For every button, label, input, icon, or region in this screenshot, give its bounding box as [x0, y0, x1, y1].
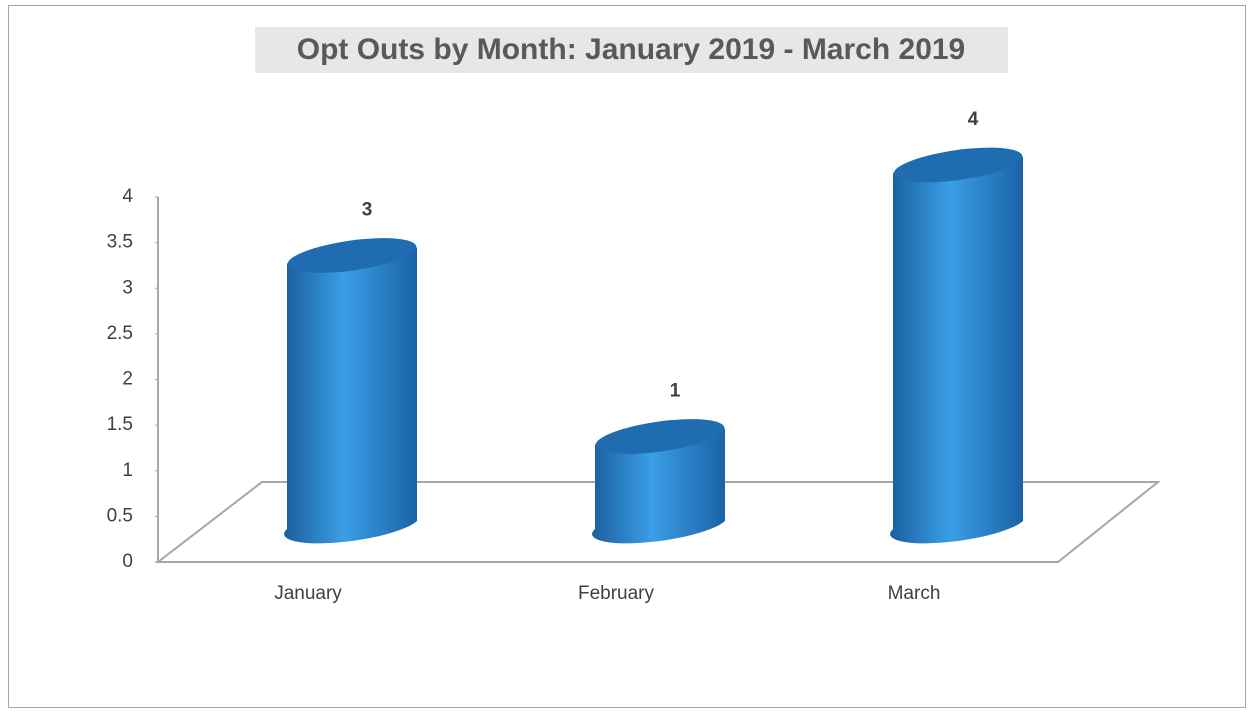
bar-part: [893, 147, 1023, 183]
y-tick-label: 2: [122, 369, 133, 390]
bar-part: [284, 247, 417, 544]
bar: [284, 238, 417, 544]
bar-part: [890, 157, 1023, 544]
y-tick-label: 3.5: [107, 232, 133, 253]
y-tick-label: 2.5: [107, 323, 133, 344]
chart-title: Opt Outs by Month: January 2019 - March …: [297, 33, 966, 66]
data-label: 1: [670, 381, 681, 402]
bar-part: [287, 238, 417, 273]
data-label: 3: [362, 200, 373, 221]
bar-part: [592, 428, 725, 544]
y-tick-label: 4: [122, 186, 133, 207]
bar: [890, 147, 1023, 544]
title-box: [255, 27, 1008, 73]
x-tick-label: March: [888, 583, 941, 604]
bar: [592, 419, 725, 544]
x-tick-label: January: [274, 583, 342, 604]
y-tick-label: 0.5: [107, 505, 133, 526]
y-tick-label: 1.5: [107, 414, 133, 435]
floor: [155, 481, 1161, 563]
y-tick-label: 1: [122, 460, 133, 481]
bar-part: [595, 419, 725, 454]
data-label: 4: [968, 109, 979, 130]
chart-border: [8, 5, 1246, 708]
y-tick-label: 3: [122, 277, 133, 298]
x-tick-label: February: [578, 583, 655, 604]
y-tick-label: 0: [122, 551, 133, 572]
